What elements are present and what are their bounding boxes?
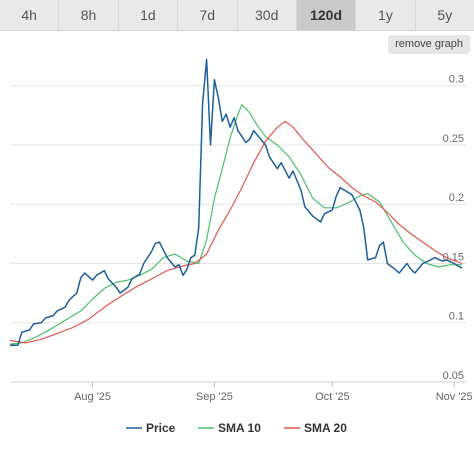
tab-5y[interactable]: 5y (437, 7, 453, 23)
y-tick-label: 0.3 (449, 74, 464, 86)
series-lines (9, 58, 463, 347)
x-tick-label: Sep '25 (196, 391, 233, 403)
series-line-price (10, 58, 463, 347)
tab-7d[interactable]: 7d (178, 0, 238, 30)
y-axis: 0.050.10.150.20.250.3 (443, 74, 464, 382)
legend-label[interactable]: SMA 20 (304, 421, 347, 435)
tab-120d[interactable]: 120d (296, 0, 357, 30)
tab-4h[interactable]: 4h (0, 0, 60, 30)
tab-8h[interactable]: 8h (59, 0, 119, 30)
x-axis: Aug '25 Sep '25 Oct '25 Nov '25 (74, 382, 473, 403)
series-line-sma-20 (9, 120, 463, 344)
y-tick-label: 0.25 (443, 133, 464, 145)
legend: Price SMA 10 SMA 20 (126, 421, 347, 435)
x-tick-label: Oct '25 (315, 391, 350, 403)
range-tabs: 4h 8h 1d 7d 30d 120d 1y 5y (0, 0, 474, 31)
series-line-sma-10 (9, 104, 463, 345)
tab-1y[interactable]: 1y (356, 0, 416, 30)
x-tick-label: Aug '25 (74, 391, 111, 403)
remove-graph-button[interactable]: remove graph (388, 35, 470, 54)
x-tick-label: Nov '25 (436, 391, 473, 403)
tab-30d[interactable]: 30d (238, 0, 297, 30)
y-tick-label: 0.2 (449, 192, 464, 204)
legend-label[interactable]: Price (146, 421, 176, 435)
tab-1d[interactable]: 1d (119, 0, 179, 30)
y-tick-label: 0.05 (443, 370, 464, 382)
y-tick-label: 0.1 (449, 311, 464, 323)
legend-label[interactable]: SMA 10 (218, 421, 261, 435)
grid-lines (10, 85, 466, 383)
